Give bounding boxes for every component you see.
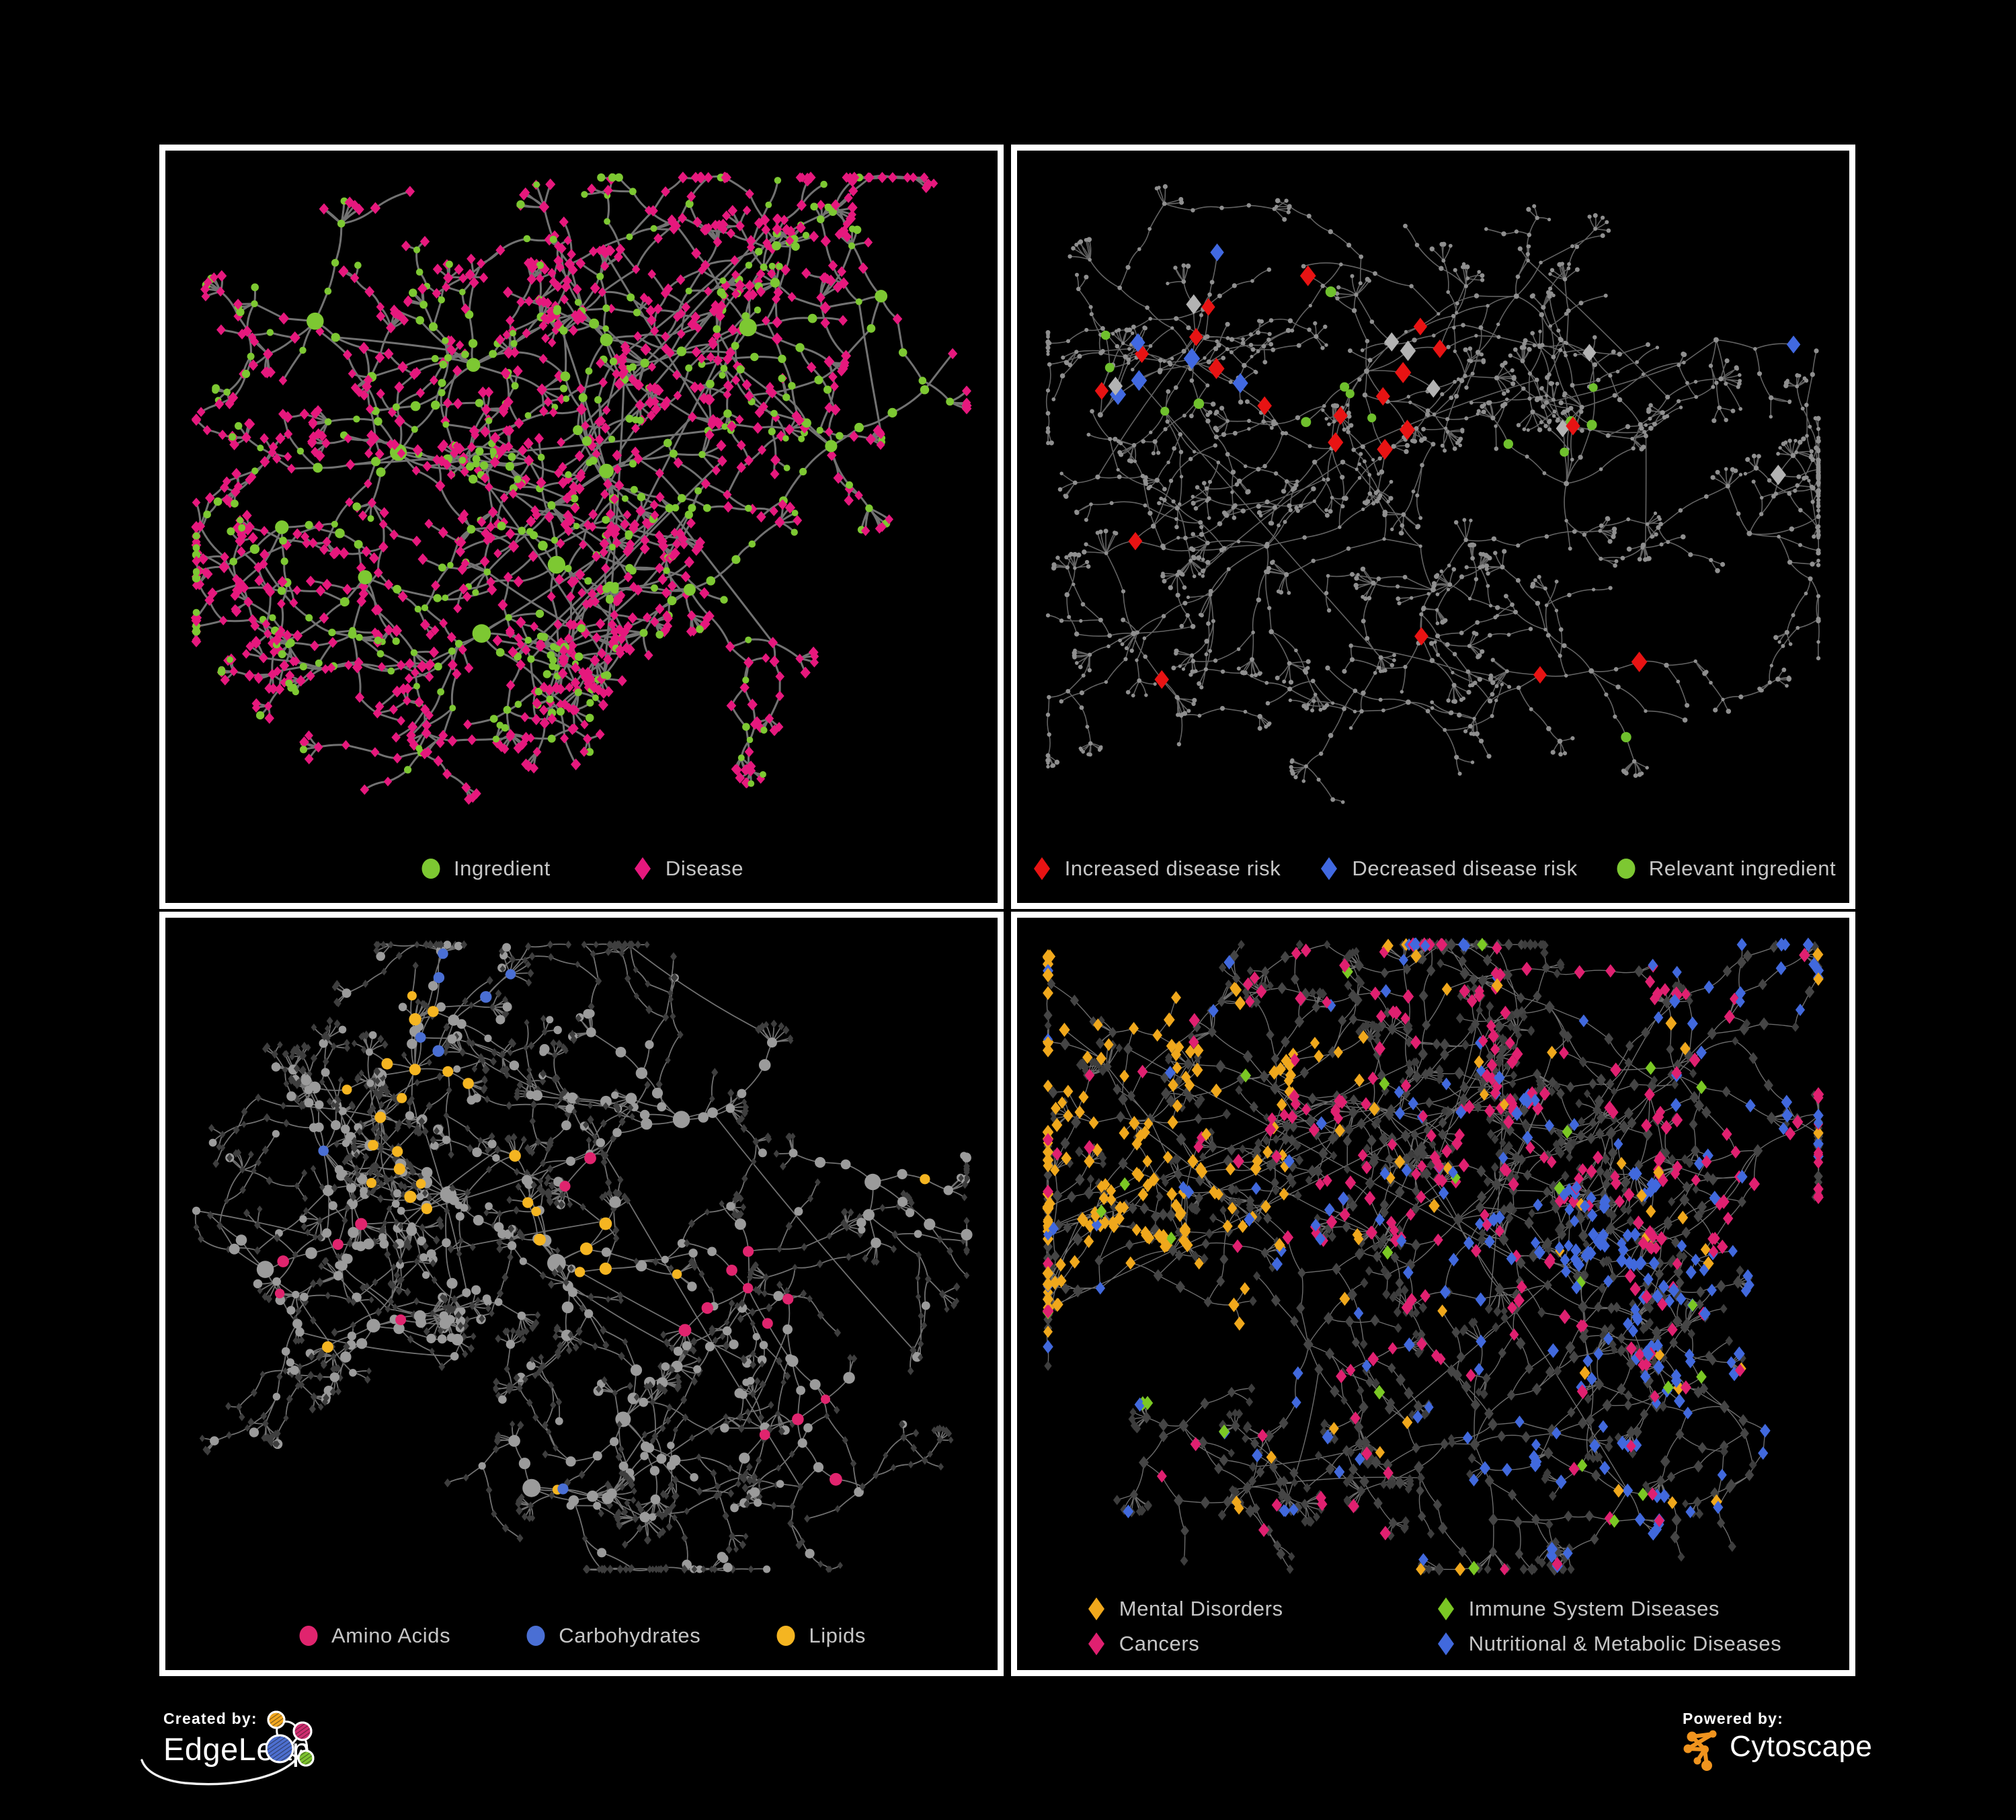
decreased-disease-risk-diamond-swatch-icon (1321, 857, 1338, 880)
legend-item-immune-system-diseases: Immune System Diseases (1435, 1596, 1781, 1622)
cancers-diamond-swatch-icon (1088, 1632, 1104, 1655)
panel-ingredient-disease: Ingredient Disease (159, 145, 1004, 909)
legend: Ingredient Disease (165, 856, 998, 881)
legend-item-increased-disease-risk: Increased disease risk (1031, 856, 1281, 881)
legend-label: Mental Disorders (1119, 1597, 1283, 1620)
panel-disease-risk: Increased disease risk Decreased disease … (1011, 145, 1855, 909)
legend-label: Carbohydrates (559, 1624, 701, 1647)
legend-label: Ingredient (453, 857, 551, 880)
legend-item-amino-acids: Amino Acids (297, 1623, 450, 1649)
disease-diamond-swatch-icon (634, 857, 651, 880)
legend-label: Increased disease risk (1064, 857, 1281, 880)
amino-acids-circle-swatch-icon (299, 1626, 318, 1646)
legend-label: Immune System Diseases (1468, 1597, 1720, 1620)
cytoscape-logo: Powered by: Cytoscape (1683, 1710, 1884, 1784)
created-by-label: Created by: (163, 1710, 257, 1727)
relevant-ingredient-circle-swatch-icon (1617, 859, 1636, 879)
edgeleap-swoosh (140, 1749, 303, 1786)
panel-disease-classes: Mental Disorders Immune System Diseases Ca… (1011, 912, 1855, 1676)
cytoscape-icon (1683, 1730, 1717, 1771)
nutrient-classes-network (192, 940, 973, 1574)
legend-item-decreased-disease-risk: Decreased disease risk (1318, 856, 1577, 881)
legend-item-cancers: Cancers (1085, 1631, 1435, 1657)
cytoscape-wordmark: Cytoscape (1730, 1730, 1873, 1763)
legend-label: Lipids (809, 1624, 866, 1647)
powered-by-label: Powered by: (1683, 1710, 1783, 1727)
legend-item-disease: Disease (631, 856, 743, 881)
nutritional-metabolic-diseases-diamond-swatch-icon (1437, 1632, 1454, 1655)
immune-system-diseases-diamond-swatch-icon (1437, 1597, 1454, 1620)
legend: Amino Acids Carbohydrates Lipids (165, 1623, 998, 1649)
legend-label: Decreased disease risk (1352, 857, 1578, 880)
legend-item-nutritional-metabolic-diseases: Nutritional & Metabolic Diseases (1435, 1631, 1781, 1657)
edgeleap-network-icon (266, 1710, 315, 1767)
legend-item-lipids: Lipids (774, 1623, 866, 1649)
legend-label: Amino Acids (331, 1624, 451, 1647)
legend-item-ingredient: Ingredient (419, 856, 551, 881)
lipids-circle-swatch-icon (776, 1626, 795, 1646)
disease-classes-network (1042, 937, 1824, 1577)
carbohydrates-circle-swatch-icon (526, 1626, 545, 1646)
disease-risk-network (1045, 184, 1821, 804)
ingredient-disease-network (190, 171, 972, 805)
legend-label: Relevant ingredient (1648, 857, 1837, 880)
panel-nutrient-classes: Amino Acids Carbohydrates Lipids (159, 912, 1004, 1676)
legend-label: Nutritional & Metabolic Diseases (1468, 1632, 1782, 1655)
edgeleap-logo: Created by: EdgeLeap (140, 1710, 446, 1811)
legend-label: Disease (665, 857, 744, 880)
increased-disease-risk-diamond-swatch-icon (1033, 857, 1050, 880)
legend-item-mental-disorders: Mental Disorders (1085, 1596, 1435, 1622)
ingredient-circle-swatch-icon (421, 859, 440, 879)
legend: Mental Disorders Immune System Diseases Ca… (1017, 1596, 1849, 1657)
legend: Increased disease risk Decreased disease … (1017, 856, 1849, 881)
mental-disorders-diamond-swatch-icon (1088, 1597, 1104, 1620)
legend-item-relevant-ingredient: Relevant ingredient (1615, 856, 1837, 881)
legend-label: Cancers (1119, 1632, 1200, 1655)
legend-item-carbohydrates: Carbohydrates (524, 1623, 700, 1649)
